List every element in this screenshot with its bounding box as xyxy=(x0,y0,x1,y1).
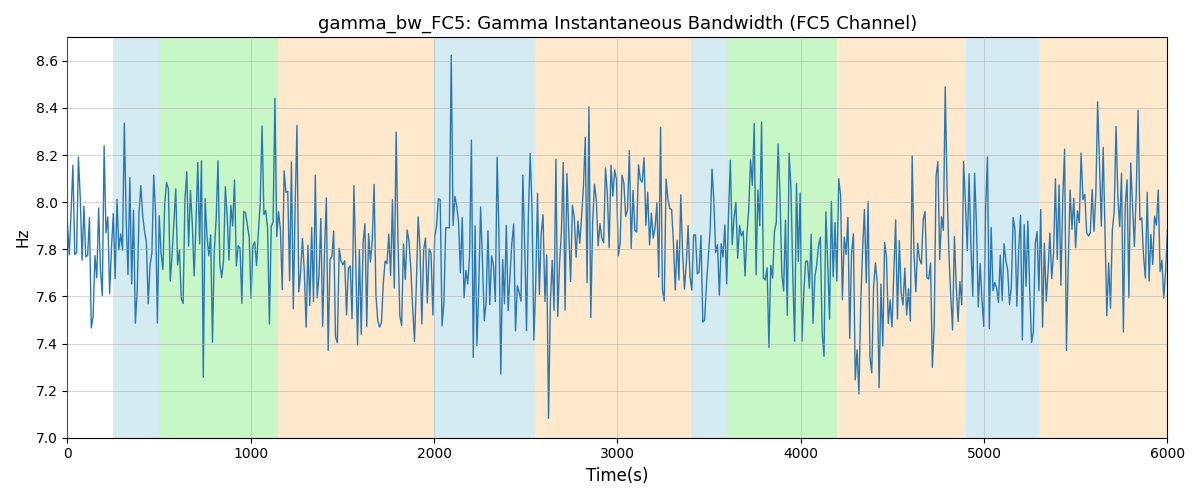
Bar xyxy=(838,38,966,438)
Bar xyxy=(966,38,1039,438)
Bar xyxy=(113,38,160,438)
Bar xyxy=(691,38,727,438)
Bar xyxy=(1039,38,1168,438)
Bar xyxy=(278,38,434,438)
X-axis label: Time(s): Time(s) xyxy=(586,467,649,485)
Bar xyxy=(434,38,535,438)
Bar xyxy=(727,38,838,438)
Bar xyxy=(160,38,278,438)
Bar xyxy=(535,38,691,438)
Title: gamma_bw_FC5: Gamma Instantaneous Bandwidth (FC5 Channel): gamma_bw_FC5: Gamma Instantaneous Bandwi… xyxy=(318,15,917,34)
Y-axis label: Hz: Hz xyxy=(16,228,30,248)
